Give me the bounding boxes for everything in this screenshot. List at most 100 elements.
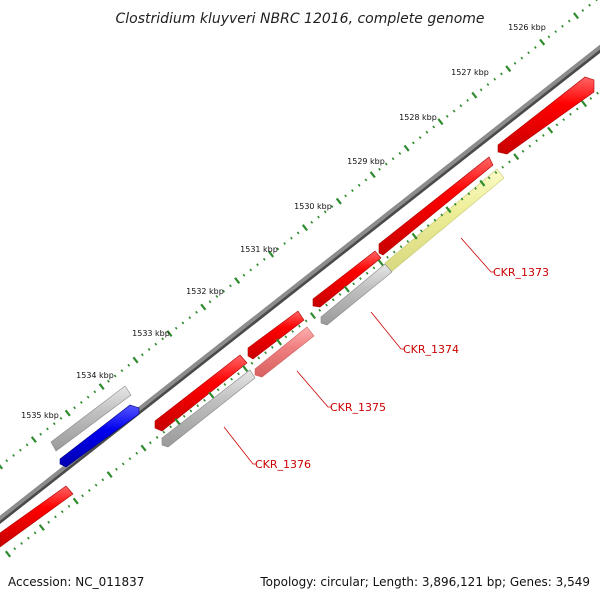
gene-reverse-ckr-1373[interactable] [384,168,505,273]
inner-minor-tick [26,536,30,540]
inner-minor-tick [331,298,335,302]
inner-minor-tick [453,202,457,206]
outer-major-tick [64,409,71,417]
inner-minor-tick [501,165,505,169]
outer-minor-tick [581,9,585,12]
inner-major-ticks [4,100,588,558]
inner-major-tick [343,285,350,293]
outer-minor-tick [208,300,212,304]
inner-minor-tick [589,97,593,100]
inner-minor-tick [338,293,342,296]
inner-minor-tick [304,319,308,323]
inner-minor-tick [460,197,464,201]
inner-minor-tick [128,457,132,461]
gene-reverse-ckr-1375[interactable] [254,326,315,378]
gene-label-ckr-1373[interactable]: CKR_1373 [493,266,549,279]
outer-minor-tick [195,310,198,314]
inner-major-tick [581,100,588,108]
outer-minor-tick [344,194,348,198]
outer-major-tick [505,65,512,73]
outer-minor-tick [242,273,246,277]
gene-label-ckr-1376[interactable]: CKR_1376 [255,458,311,471]
inner-minor-tick [562,118,566,121]
inner-minor-tick [115,467,118,471]
inner-minor-tick [67,504,71,508]
outer-minor-tick [256,263,259,267]
tick-label-1527: 1527 kbp [451,68,489,77]
outer-minor-tick [479,88,483,92]
outer-minor-tick [181,321,185,325]
inner-minor-tick [54,515,57,519]
gene-forward-4[interactable] [247,310,305,360]
outer-minor-tick [249,268,253,272]
inner-minor-tick [372,266,376,270]
inner-minor-tick [392,250,396,254]
inner-minor-tick [155,436,159,439]
outer-minor-tick [567,19,571,23]
inner-minor-tick [596,91,599,95]
outer-minor-tick [79,401,83,404]
inner-minor-tick [121,462,125,466]
outer-minor-tick [73,406,76,410]
outer-minor-tick [290,236,293,240]
gene-label-ckr-1375[interactable]: CKR_1375 [330,401,386,414]
inner-minor-tick [433,218,437,222]
gene-reverse-blue[interactable] [59,404,140,468]
gene-reverse-ckr-1374[interactable] [320,263,393,326]
gene-forward-6[interactable] [50,385,132,452]
outer-minor-tick [527,51,530,55]
outer-major-tick [369,171,376,179]
outer-major-tick [0,464,4,470]
inner-minor-tick [406,240,410,243]
tick-label-1528: 1528 kbp [399,113,437,122]
outer-minor-tick [432,125,436,129]
outer-major-tick [301,224,308,232]
outer-major-tick [539,38,546,46]
outer-major-tick [335,197,342,205]
kbp-tick-labels: 1526 kbp 1527 kbp 1528 kbp 1529 kbp 1530… [21,23,546,420]
inner-minor-tick [33,531,37,535]
inner-minor-tick [87,489,91,492]
inner-minor-tick [386,255,389,259]
outer-minor-tick [418,136,422,139]
outer-minor-tick [500,72,503,76]
outer-minor-tick [140,353,144,357]
gene-forward-5[interactable] [154,354,248,432]
outer-minor-tick [25,443,29,447]
outer-minor-tick [398,152,402,155]
inner-minor-tick [298,324,301,328]
inner-minor-tick [467,192,471,196]
outer-minor-tick [445,114,449,118]
outer-minor-tick [384,162,388,166]
gene-forward-1[interactable] [497,76,595,155]
map-title: Clostridium kluyveri NBRC 12016, complet… [115,11,484,27]
inner-minor-tick [318,308,322,312]
inner-major-tick [72,497,79,505]
outer-minor-tick [296,231,300,235]
outer-minor-tick [547,35,551,39]
inner-minor-tick [487,176,491,180]
outer-minor-tick [323,210,327,214]
inner-minor-tick [535,139,538,143]
gene-labels: CKR_1373 CKR_1374 CKR_1375 CKR_1376 [255,266,549,471]
inner-major-tick [38,524,45,531]
gene-forward-2[interactable] [378,156,494,256]
gene-forward-7[interactable] [0,485,74,548]
gene-reverse-ckr-1376[interactable] [161,369,256,448]
outer-minor-tick [120,369,124,373]
inner-minor-tick [508,160,511,164]
outer-minor-tick [5,459,9,463]
outer-major-tick [200,303,207,311]
gene-label-ckr-1374[interactable]: CKR_1374 [403,343,459,356]
inner-minor-tick [81,494,84,498]
gene-forward-3[interactable] [312,250,382,308]
outer-minor-tick [330,205,334,208]
outer-minor-tick [533,46,537,49]
inner-minor-tick [13,547,17,551]
outer-major-tick [437,118,444,126]
inner-minor-tick [237,372,240,376]
inner-major-tick [242,365,249,372]
outer-major-tick [98,383,105,390]
outer-major-tick [30,436,37,443]
